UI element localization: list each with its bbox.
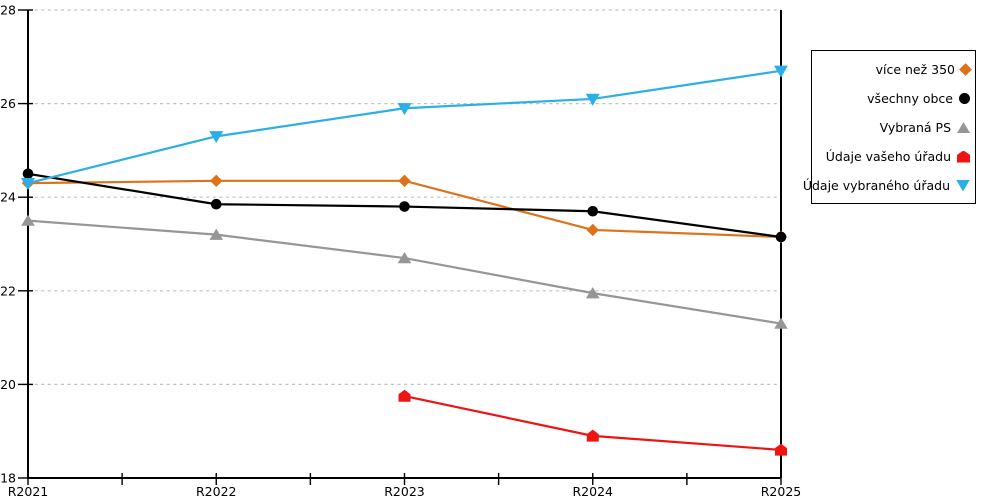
diamond-marker-icon [959,63,972,76]
series-line [27,69,782,185]
legend-item: více než 350 [818,55,972,84]
triangle-up-marker-icon [397,252,412,264]
triangle-down-marker-icon [956,179,970,192]
pentagon-marker-icon [586,429,599,442]
triangle-up-marker-icon [21,214,35,226]
x-tick-label: R2023 [384,484,425,499]
legend-item: Údaje vašeho úřadu [818,142,970,171]
legend-label: Údaje vašeho úřadu [825,149,951,164]
x-tick-label: R2021 [8,484,49,499]
pentagon-marker-icon [775,443,787,456]
triangle-down-marker-icon [209,131,224,144]
x-tick-label: R2022 [196,484,237,499]
y-tick-label: 20 [0,377,16,392]
diamond-marker-icon [586,223,599,237]
legend-label: více než 350 [875,62,955,77]
pentagon-marker-icon [957,150,970,163]
circle-marker-icon [210,198,222,210]
legend-item: Údaje vybraného úřadu [803,171,970,200]
circle-marker-icon [22,168,34,180]
circle-marker-icon [775,231,787,243]
y-tick-label: 22 [0,283,16,298]
legend-item: všechny obce [818,84,970,113]
triangle-down-marker-icon [21,177,35,190]
triangle-up-marker-icon [774,317,788,329]
series-line [27,219,782,325]
x-tick-label: R2025 [761,484,802,499]
legend-label: všechny obce [867,91,953,106]
triangle-up-marker-icon [585,287,600,299]
legend-item: Vybraná PS [818,113,970,142]
circle-marker-icon [587,205,599,217]
y-tick-label: 26 [0,96,16,111]
y-tick-label: 28 [0,3,16,18]
triangle-up-marker-icon [209,228,224,240]
pentagon-marker-icon [398,389,411,402]
x-tick-label: R2024 [573,484,614,499]
series-line [404,395,782,452]
triangle-down-marker-icon [774,65,788,78]
diamond-marker-icon [210,174,223,188]
triangle-up-marker-icon [957,122,970,133]
triangle-down-marker-icon [585,93,600,106]
legend: více než 350 všechny obce Vybraná PS Úda… [803,50,976,204]
triangle-down-marker-icon [397,103,412,116]
circle-marker-icon [959,93,970,104]
legend-label: Vybraná PS [879,120,951,135]
legend-label: Údaje vybraného úřadu [802,178,950,193]
y-tick-label: 18 [0,471,16,486]
circle-marker-icon [399,201,410,212]
diamond-marker-icon [398,174,411,188]
y-tick-label: 24 [0,190,16,205]
